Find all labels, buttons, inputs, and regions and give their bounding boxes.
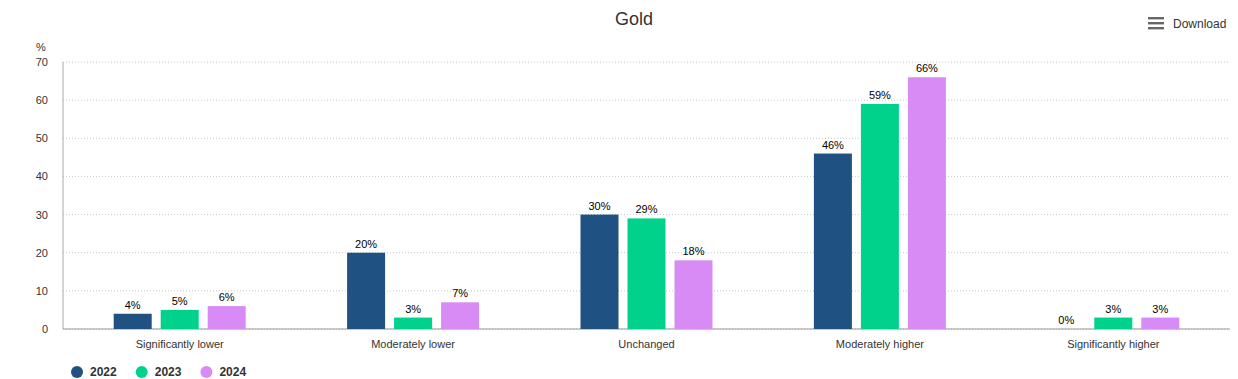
icon-line	[1148, 17, 1164, 19]
icon-line	[1148, 22, 1164, 24]
data-label: 66%	[916, 62, 938, 74]
bar	[675, 260, 713, 329]
y-tick-label: 20	[36, 247, 48, 259]
data-label: 3%	[1105, 303, 1121, 315]
x-tick-label: Moderately higher	[836, 338, 924, 350]
data-label: 0%	[1058, 314, 1074, 326]
bar	[1047, 329, 1085, 330]
bar	[347, 253, 385, 329]
legend-marker	[200, 366, 212, 378]
data-label: 5%	[172, 295, 188, 307]
data-label: 3%	[405, 303, 421, 315]
data-label: 7%	[452, 287, 468, 299]
download-icon[interactable]	[1148, 17, 1164, 29]
x-tick-label: Unchanged	[618, 338, 674, 350]
bar	[441, 302, 479, 329]
bar	[814, 154, 852, 329]
bar	[394, 318, 432, 329]
legend: 2022 2023 2024	[71, 365, 246, 379]
data-label: 30%	[588, 200, 610, 212]
legend-label[interactable]: 2023	[155, 365, 182, 379]
bar	[1094, 318, 1132, 329]
data-labels: 4% 5% 6% 20% 3% 7% 30% 29% 18% 46% 59% 66% 0% 3% 3%	[125, 62, 1169, 326]
bar	[581, 215, 619, 329]
x-tick-label: Moderately lower	[371, 338, 455, 350]
y-tick-label: 70	[36, 56, 48, 68]
data-label: 3%	[1152, 303, 1168, 315]
legend-marker	[71, 366, 83, 378]
chart-container: Gold Download% 0 10 20 30 40 50 60 70 4% 5% 6% 20% 3% 7…	[0, 0, 1238, 379]
bar	[1141, 318, 1179, 329]
y-tick-label: 40	[36, 170, 48, 182]
data-label: 59%	[869, 89, 891, 101]
bars	[114, 77, 1180, 329]
data-label: 4%	[125, 299, 141, 311]
download-button[interactable]: Download	[1173, 17, 1226, 31]
y-axis-line	[63, 62, 64, 329]
data-label: 18%	[682, 245, 704, 257]
data-label: 46%	[822, 139, 844, 151]
bar	[114, 314, 152, 329]
icon-line	[1148, 27, 1164, 29]
legend-label[interactable]: 2024	[219, 365, 246, 379]
chart-svg: Gold Download% 0 10 20 30 40 50 60 70 4% 5% 6% 20% 3% 7…	[0, 0, 1238, 379]
legend-marker	[136, 366, 148, 378]
grid-line	[63, 62, 1230, 63]
legend-label[interactable]: 2022	[90, 365, 117, 379]
title: Gold	[615, 9, 653, 29]
y-axis-label: %	[36, 41, 46, 53]
bar	[908, 77, 946, 329]
bar	[161, 310, 199, 329]
bar	[208, 306, 246, 329]
bar	[861, 104, 899, 329]
y-tick-label: 60	[36, 94, 48, 106]
grid-line	[63, 138, 1230, 139]
y-tick-label: 50	[36, 132, 48, 144]
grid-line	[63, 176, 1230, 177]
data-label: 29%	[635, 203, 657, 215]
y-tick-label: 10	[36, 285, 48, 297]
data-label: 6%	[219, 291, 235, 303]
y-tick-label: 0	[42, 323, 48, 335]
x-tick-label: Significantly higher	[1067, 338, 1160, 350]
y-tick-label: 30	[36, 209, 48, 221]
data-label: 20%	[355, 238, 377, 250]
x-tick-label: Significantly lower	[136, 338, 224, 350]
bar	[628, 218, 666, 329]
grid-line	[63, 100, 1230, 101]
